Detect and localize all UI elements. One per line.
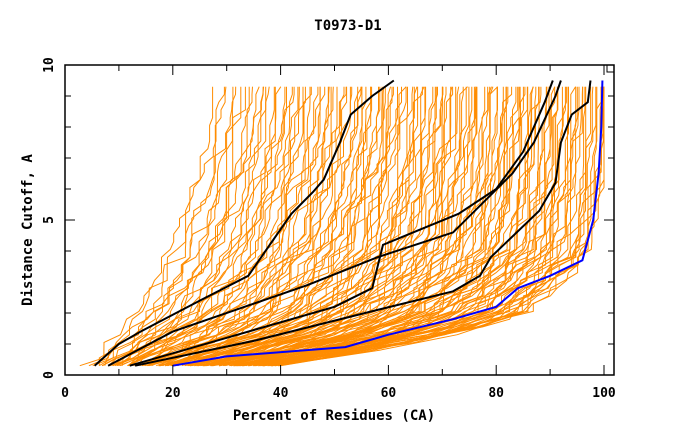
model-curve [117, 86, 264, 366]
curve-black-2 [107, 80, 562, 367]
model-curve [127, 86, 295, 367]
model-curve [170, 86, 386, 367]
background-model-curves [79, 86, 605, 367]
model-curve [147, 86, 345, 367]
model-curve [212, 86, 492, 367]
model-curve [233, 86, 521, 367]
model-curve [229, 86, 509, 367]
model-curve [161, 86, 353, 367]
axes [64, 64, 615, 376]
model-curve [203, 86, 470, 367]
model-curve [141, 86, 319, 367]
model-curve [117, 86, 275, 367]
model-curve [236, 86, 513, 367]
x-tick-label: 0 [61, 386, 69, 401]
y-tick-label: 0 [42, 371, 57, 379]
x-tick-label: 40 [273, 386, 289, 401]
model-curve [137, 86, 312, 366]
y-tick-labels: 0 5 10 [42, 57, 57, 379]
model-curve [127, 86, 299, 367]
model-curve [112, 86, 250, 367]
y-tick-label: 10 [42, 57, 57, 73]
model-curve [190, 86, 407, 367]
model-curve [230, 86, 498, 367]
model-curve [248, 86, 550, 367]
model-curve [159, 86, 363, 367]
x-tick-label: 20 [165, 386, 181, 401]
model-curve [253, 86, 569, 367]
model-curve [127, 86, 287, 367]
model-curve [165, 86, 367, 367]
x-tick-labels: 0 20 40 60 80 100 [61, 386, 616, 401]
model-curve [197, 86, 460, 367]
model-curve [260, 86, 559, 367]
model-curve [147, 86, 334, 367]
model-curve [144, 86, 347, 367]
chart-title: T0973-D1 [314, 18, 381, 34]
x-tick-label: 60 [381, 386, 397, 401]
model-curve [156, 86, 348, 367]
model-curve [275, 86, 584, 367]
model-curve [159, 86, 381, 367]
highlighted-curves [93, 79, 604, 367]
x-tick-label: 100 [592, 386, 616, 401]
curve-blue-best [172, 80, 604, 367]
curve-black-4 [134, 80, 592, 367]
model-curve [109, 86, 270, 367]
model-curve [233, 86, 528, 367]
curve-black-1 [93, 79, 395, 367]
model-curve [101, 86, 242, 367]
model-curve [127, 86, 300, 367]
corner-box [606, 64, 615, 73]
model-curve [202, 86, 467, 367]
model-curve [148, 86, 321, 366]
curve-black-3 [129, 80, 554, 367]
model-curve [121, 86, 267, 366]
model-curve [181, 86, 414, 367]
model-curve [242, 86, 540, 367]
model-curve [210, 86, 486, 367]
model-curve [88, 86, 225, 367]
model-curve [132, 86, 306, 366]
model-curve [242, 86, 529, 367]
model-curve [253, 86, 547, 367]
model-curve [237, 86, 520, 367]
model-curve [79, 86, 214, 367]
model-curve [191, 86, 423, 367]
model-curve [147, 86, 338, 367]
model-curve [189, 86, 408, 367]
model-curve [205, 86, 473, 367]
model-curve [271, 86, 580, 367]
model-curve [108, 86, 253, 367]
model-curve [258, 86, 548, 367]
model-curve [162, 86, 351, 367]
model-curve [255, 86, 569, 367]
model-curve [119, 86, 286, 367]
model-curve [173, 86, 392, 367]
model-curve [264, 86, 586, 367]
y-tick-label: 5 [42, 216, 57, 224]
model-curve [171, 86, 363, 367]
model-curve [139, 86, 311, 367]
model-curve [212, 86, 464, 367]
model-curve [98, 86, 246, 367]
y-axis-label: Distance Cutoff, A [20, 154, 36, 306]
model-curve [98, 86, 227, 366]
model-curve [190, 86, 426, 367]
model-curve [143, 86, 329, 367]
model-curve [200, 86, 427, 367]
model-curve [149, 86, 362, 367]
model-curve [166, 86, 379, 367]
x-axis-label: Percent of Residues (CA) [233, 408, 435, 424]
x-tick-label: 80 [488, 386, 504, 401]
